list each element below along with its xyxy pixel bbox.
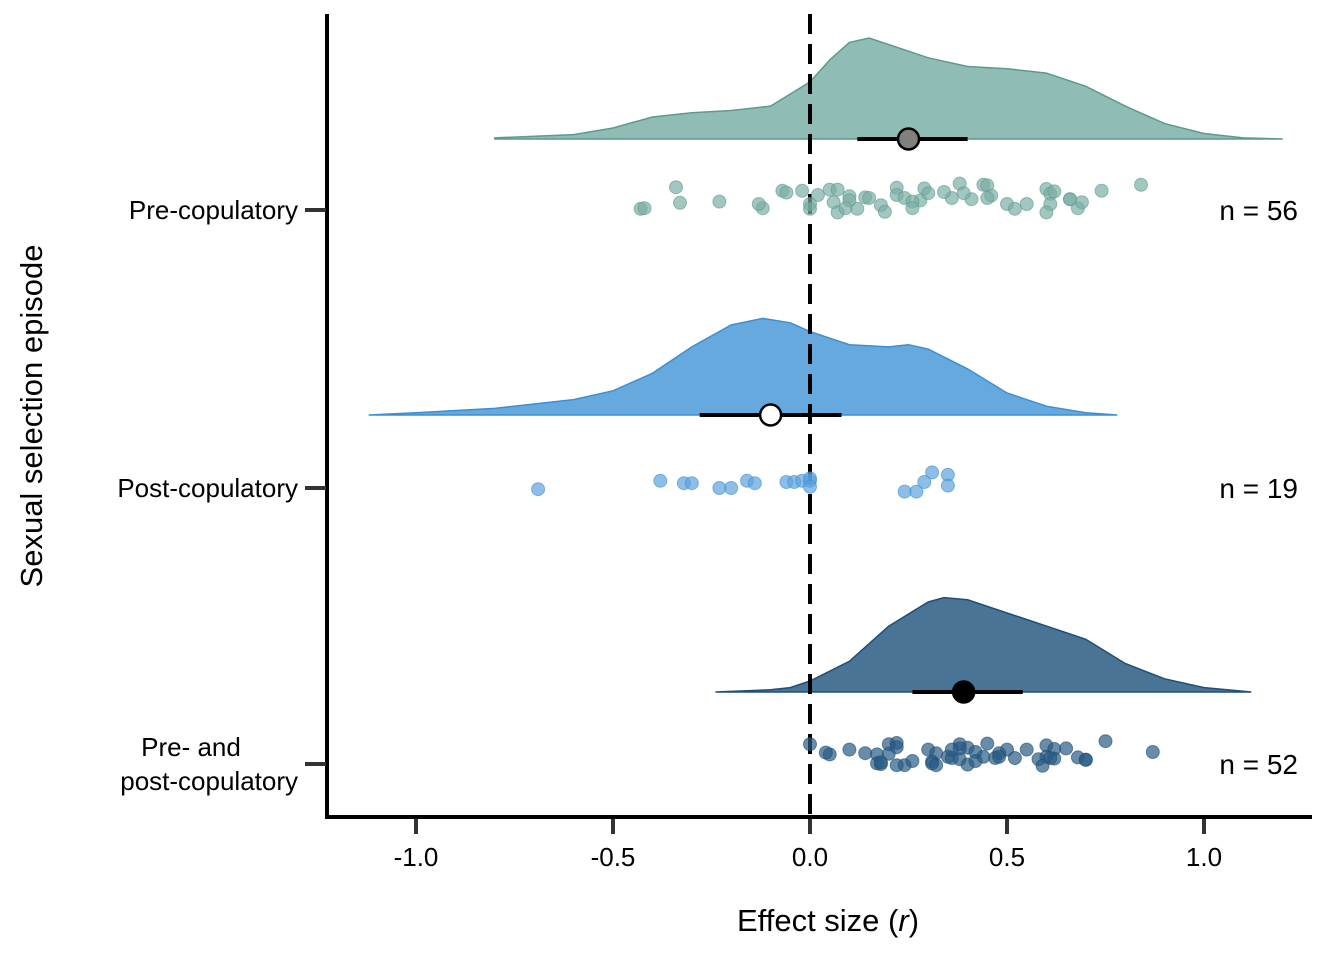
point-both xyxy=(842,742,857,757)
point-both xyxy=(858,746,873,761)
point-pre xyxy=(669,180,683,195)
point-post xyxy=(684,476,699,491)
point-both xyxy=(1059,741,1074,756)
point-post xyxy=(653,473,668,488)
y-category-label: Post-copulatory xyxy=(117,473,298,503)
point-pre xyxy=(673,195,687,210)
mean-pre xyxy=(896,127,921,151)
n-label-post: n = 19 xyxy=(1219,473,1298,504)
point-both xyxy=(1078,752,1093,767)
point-pre xyxy=(1094,183,1109,198)
point-post xyxy=(925,465,940,480)
point-both xyxy=(992,749,1007,764)
point-both xyxy=(944,742,959,757)
mean-both xyxy=(951,680,976,704)
point-pre xyxy=(905,201,920,216)
point-both xyxy=(873,755,888,770)
point-pre xyxy=(637,201,652,216)
point-pre xyxy=(830,182,845,197)
x-tick-label: 1.0 xyxy=(1186,842,1222,872)
density-post xyxy=(368,317,1118,416)
point-both xyxy=(905,754,920,768)
point-pre xyxy=(877,204,892,219)
point-pre xyxy=(803,201,817,216)
point-pre xyxy=(862,191,877,205)
point-post xyxy=(724,481,739,495)
point-pre xyxy=(810,188,825,202)
mean-post xyxy=(758,403,783,427)
point-pre xyxy=(1007,201,1022,216)
x-tick-label: -0.5 xyxy=(591,842,636,872)
x-axis-title: Effect size (r) xyxy=(737,903,919,938)
point-pre xyxy=(850,201,865,216)
point-pre xyxy=(1074,195,1089,210)
point-pre xyxy=(779,185,794,200)
point-pre xyxy=(795,183,810,198)
point-pre xyxy=(1039,205,1054,220)
point-pre xyxy=(1019,197,1034,211)
density-pre xyxy=(494,37,1283,140)
x-tick-label: 0.5 xyxy=(989,842,1025,872)
x-tick-label: -1.0 xyxy=(394,842,439,872)
point-pre xyxy=(980,191,995,205)
point-pre xyxy=(838,201,853,216)
mean-ci-markers xyxy=(699,127,1023,704)
point-pre xyxy=(751,197,766,211)
point-post xyxy=(940,478,955,493)
point-post xyxy=(712,481,727,495)
point-both xyxy=(1019,742,1034,757)
point-both xyxy=(889,758,904,773)
point-post xyxy=(531,482,546,497)
point-both xyxy=(1007,751,1022,765)
n-label-pre: n = 56 xyxy=(1219,195,1298,226)
point-both xyxy=(980,736,995,751)
point-both xyxy=(889,740,904,755)
y-category-label: Pre- and xyxy=(141,732,241,762)
data-points xyxy=(531,176,1160,773)
point-post xyxy=(909,484,924,499)
point-both xyxy=(803,737,817,752)
density-both xyxy=(715,596,1252,693)
density-clouds xyxy=(368,37,1283,693)
y-category-label: post-copulatory xyxy=(120,766,298,796)
point-both xyxy=(818,745,833,760)
point-post xyxy=(747,476,762,491)
sample-size-labels: n = 56 n = 19 n = 52 xyxy=(1219,195,1298,780)
point-pre xyxy=(937,185,951,199)
point-pre xyxy=(1134,177,1148,192)
point-post xyxy=(897,484,912,499)
y-axis-title: Sexual selection episode xyxy=(14,245,49,588)
point-pre xyxy=(1063,192,1077,207)
point-pre xyxy=(712,194,727,209)
point-both xyxy=(929,758,944,773)
point-pre xyxy=(921,186,936,201)
x-axis-ticks: -1.0 -0.5 0.0 0.5 1.0 xyxy=(394,819,1222,872)
point-post xyxy=(803,479,817,494)
point-both xyxy=(1098,734,1113,749)
y-axis-categories: Pre-copulatory Post-copulatory Pre- and pos… xyxy=(117,195,326,796)
point-pre xyxy=(956,186,971,201)
x-tick-label: 0.0 xyxy=(792,842,828,872)
y-category-label: Pre-copulatory xyxy=(129,195,298,225)
point-post xyxy=(917,475,932,489)
point-both xyxy=(1145,745,1160,759)
point-both xyxy=(1035,758,1050,773)
point-pre xyxy=(1047,184,1062,199)
point-both xyxy=(968,754,983,768)
n-label-both: n = 52 xyxy=(1219,749,1298,780)
